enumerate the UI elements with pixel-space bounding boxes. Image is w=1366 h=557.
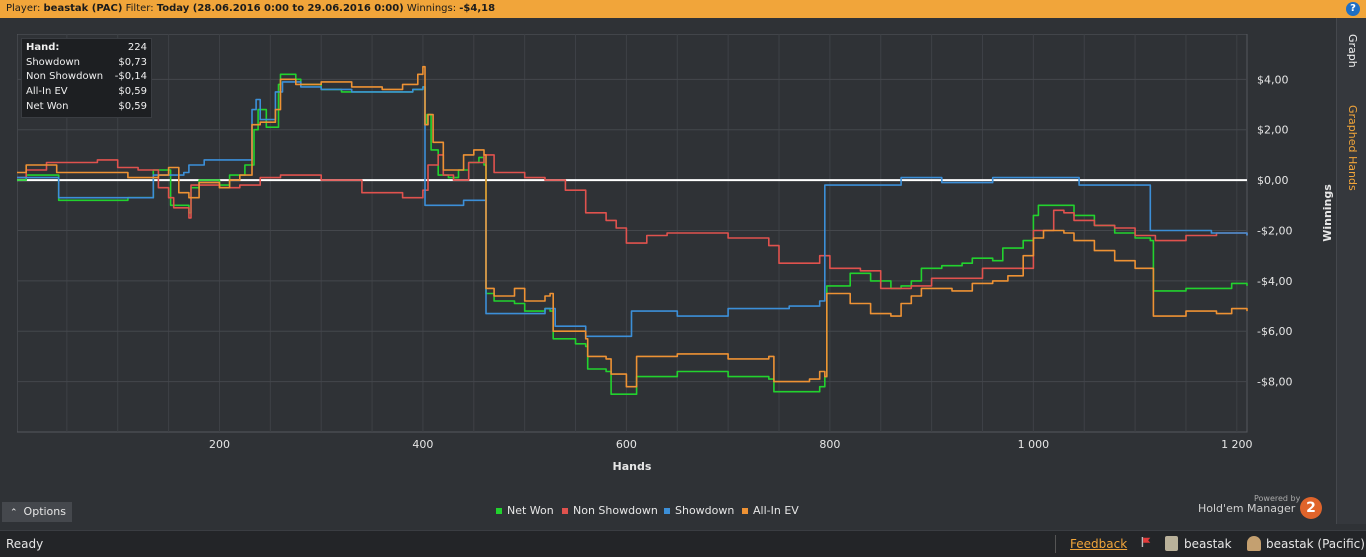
legend-swatch <box>562 508 568 514</box>
tooltip-row-hand: Hand: 224 <box>26 42 147 53</box>
player-icon <box>1165 536 1178 551</box>
player-value[interactable]: beastak (PAC) <box>43 3 123 14</box>
tooltip-row-net-won: Net Won $0,59 <box>26 101 147 112</box>
x-tick-label: 1 200 <box>1221 438 1253 451</box>
plot-background <box>17 34 1248 433</box>
y-tick-label: -$6,00 <box>1257 325 1292 338</box>
chevron-up-icon: ⌃ <box>10 508 18 518</box>
status-text: Ready <box>6 537 44 551</box>
tooltip-row-all-in-ev: All-In EV $0,59 <box>26 86 147 97</box>
status-divider <box>1055 535 1056 553</box>
x-tick-label: 200 <box>209 438 230 451</box>
series-line-showdown <box>17 81 1248 338</box>
player-label: Player: <box>6 3 41 14</box>
tab-graph[interactable]: Graph <box>1346 34 1359 68</box>
winnings-chart: $4,00 $2,00 $0,00 -$2,00 -$4,00 -$6,00 -$8,00 2… <box>17 34 1334 473</box>
legend-net-won[interactable]: Net Won <box>496 504 554 518</box>
brand-name: Hold'em Manager <box>1198 502 1296 515</box>
flag-icon[interactable] <box>1141 537 1151 547</box>
legend-swatch <box>664 508 670 514</box>
active-player-site[interactable]: beastak (Pacific) <box>1266 537 1365 551</box>
filter-bar: Player: beastak (PAC) Filter: Today (28.… <box>0 0 1366 18</box>
winnings-label: Winnings: <box>406 3 457 14</box>
legend-showdown[interactable]: Showdown <box>664 504 734 518</box>
series-line-non-showdown <box>17 154 1248 290</box>
x-tick-label: 600 <box>616 438 637 451</box>
graph-area[interactable]: $4,00 $2,00 $0,00 -$2,00 -$4,00 -$6,00 -$8,00 2… <box>17 34 1334 473</box>
x-axis-title: Hands <box>613 460 652 473</box>
status-bar: Ready Feedback beastak beastak (Pacific) <box>0 530 1366 557</box>
y-tick-label: $4,00 <box>1257 73 1289 86</box>
y-tick-label: $0,00 <box>1257 174 1289 187</box>
legend-all-in-ev[interactable]: All-In EV <box>742 504 799 518</box>
filter-summary: Player: beastak (PAC) Filter: Today (28.… <box>6 0 495 18</box>
legend-swatch <box>496 508 502 514</box>
hm2-logo: 2 <box>1300 497 1322 519</box>
hand-tooltip: Hand: 224 Showdown $0,73 Non Showdown -$0,1… <box>21 38 152 118</box>
filter-value[interactable]: Today (28.06.2016 0:00 to 29.06.2016 0:0… <box>156 3 404 14</box>
legend-swatch <box>742 508 748 514</box>
avatar-icon <box>1247 536 1261 551</box>
tab-graphed-hands[interactable]: Graphed Hands <box>1346 105 1359 191</box>
feedback-link[interactable]: Feedback <box>1070 537 1128 551</box>
winnings-value: -$4,18 <box>459 3 496 14</box>
y-tick-label: $2,00 <box>1257 124 1289 137</box>
y-tick-label: -$2,00 <box>1257 224 1292 237</box>
x-tick-label: 800 <box>819 438 840 451</box>
active-player[interactable]: beastak <box>1184 537 1232 551</box>
x-tick-label: 400 <box>412 438 433 451</box>
tooltip-row-showdown: Showdown $0,73 <box>26 57 147 68</box>
view-sidebar: Graph Graphed Hands <box>1336 18 1366 524</box>
filter-label: Filter: <box>125 3 154 14</box>
legend-non-showdown[interactable]: Non Showdown <box>562 504 658 518</box>
x-tick-label: 1 000 <box>1018 438 1050 451</box>
powered-by: Powered by <box>1254 494 1301 503</box>
y-axis-title: Winnings <box>1321 184 1334 242</box>
options-button[interactable]: ⌃ Options <box>2 502 72 522</box>
y-tick-label: -$8,00 <box>1257 376 1292 389</box>
question-icon[interactable]: ? <box>1346 2 1360 16</box>
y-tick-label: -$4,00 <box>1257 275 1292 288</box>
tooltip-row-non-showdown: Non Showdown -$0,14 <box>26 71 147 82</box>
series-line-all-in-ev <box>17 65 1248 388</box>
